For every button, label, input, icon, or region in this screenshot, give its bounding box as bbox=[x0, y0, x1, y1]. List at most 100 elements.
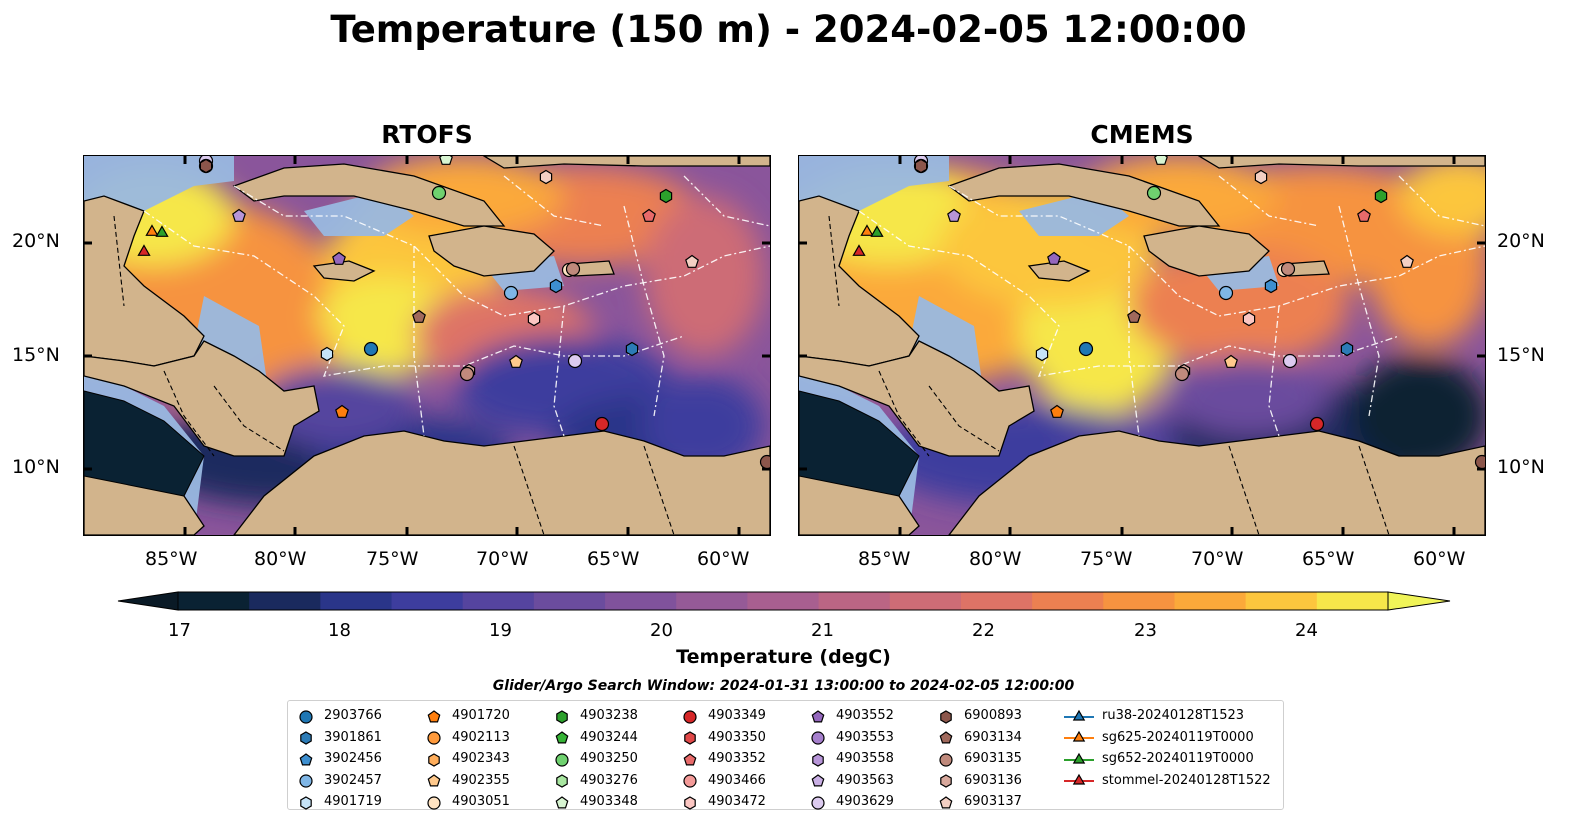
lon-tick-85w-b: 85°W bbox=[858, 548, 911, 570]
circle-marker-icon bbox=[683, 774, 697, 788]
glider-marker bbox=[155, 225, 169, 237]
circle-marker-icon bbox=[811, 731, 825, 745]
argo-float-marker bbox=[685, 254, 699, 268]
country-border bbox=[113, 215, 125, 307]
pentagon-marker-icon bbox=[555, 731, 569, 744]
legend-label: 4902355 bbox=[452, 772, 510, 788]
legend-item: 4903352 bbox=[680, 748, 766, 770]
legend-label: 2903766 bbox=[324, 708, 382, 724]
argo-float-marker bbox=[549, 278, 563, 294]
argo-float-marker bbox=[1035, 346, 1049, 362]
argo-float-marker bbox=[1309, 416, 1325, 432]
hexagon-marker-icon bbox=[428, 753, 440, 767]
legend-column: 4903238 4903244 4903250 4903276 4903348 bbox=[552, 705, 638, 813]
country-border bbox=[928, 385, 1000, 452]
argo-float-marker bbox=[1047, 251, 1061, 265]
argo-float-marker bbox=[625, 341, 639, 357]
pentagon-marker-icon bbox=[811, 710, 825, 723]
shelf-area bbox=[84, 156, 234, 211]
eez-boundary bbox=[1338, 205, 1380, 417]
cmems-map-panel bbox=[798, 155, 1486, 536]
cbar-segment bbox=[462, 592, 535, 610]
cbar-segment bbox=[889, 592, 962, 610]
cbar-segment bbox=[1245, 592, 1318, 610]
legend-item: 4903629 bbox=[808, 791, 894, 813]
legend-item: sg625-20240119T0000 bbox=[1064, 727, 1271, 749]
temperature-colorbar bbox=[117, 591, 1451, 611]
eez-boundary bbox=[503, 175, 605, 227]
argo-float-marker bbox=[431, 185, 447, 201]
legend-item: 4903552 bbox=[808, 705, 894, 727]
legend-column: 4903349 4903350 4903352 4903466 4903472 bbox=[680, 705, 766, 813]
argo-float-marker bbox=[439, 156, 453, 165]
cbar-segment bbox=[960, 592, 1033, 610]
argo-float-marker bbox=[1357, 208, 1371, 222]
rtofs-map-panel bbox=[83, 155, 771, 536]
glider-marker bbox=[137, 244, 151, 256]
legend-column: 4901720 4902113 4902343 4902355 4903051 bbox=[424, 705, 510, 813]
cbar-tick-18: 18 bbox=[328, 620, 351, 641]
land-mass bbox=[233, 430, 770, 535]
land-mass bbox=[84, 340, 320, 457]
lon-tick-75w-a: 75°W bbox=[366, 548, 419, 570]
legend-label: 4903250 bbox=[580, 751, 638, 767]
country-border bbox=[828, 215, 840, 307]
argo-float-marker bbox=[1078, 341, 1094, 357]
cbar-segment bbox=[1032, 592, 1104, 610]
circle-marker-icon bbox=[555, 753, 569, 767]
argo-float-marker bbox=[1127, 309, 1141, 323]
argo-float-marker bbox=[232, 208, 246, 222]
legend-item: stommel-20240128T1522 bbox=[1064, 770, 1271, 792]
argo-float-marker bbox=[459, 366, 475, 382]
cmems-map-title: CMEMS bbox=[1090, 120, 1194, 149]
cbar-segment bbox=[1174, 592, 1247, 610]
legend-label: 6903137 bbox=[964, 794, 1022, 810]
eez-boundary bbox=[683, 175, 770, 227]
legend-label: 4901720 bbox=[452, 708, 510, 724]
legend-item: 4903244 bbox=[552, 727, 638, 749]
glider-marker bbox=[852, 244, 866, 256]
lon-tick-60w-b: 60°W bbox=[1413, 548, 1466, 570]
map-svg bbox=[84, 156, 770, 535]
legend-column: ru38-20240128T1523 sg625-20240119T0000 sg6… bbox=[1064, 705, 1271, 791]
hexagon-marker-icon bbox=[556, 710, 568, 724]
legend-label: 4903276 bbox=[580, 772, 638, 788]
pentagon-marker-icon bbox=[299, 753, 313, 766]
legend-label: 4903558 bbox=[836, 751, 894, 767]
legend-item: 4903349 bbox=[680, 705, 766, 727]
legend-item: 4901719 bbox=[296, 791, 382, 813]
legend-label: 3901861 bbox=[324, 729, 382, 745]
legend-column: 2903766 3901861 3902456 3902457 4901719 bbox=[296, 705, 382, 813]
lon-tick-70w-a: 70°W bbox=[476, 548, 529, 570]
circle-marker-icon bbox=[427, 796, 441, 810]
eez-boundary bbox=[553, 305, 565, 437]
legend-item: 6903134 bbox=[936, 727, 1022, 749]
cbar-extend-high bbox=[1387, 591, 1451, 611]
legend-item: 4903558 bbox=[808, 748, 894, 770]
cbar-segment bbox=[533, 592, 606, 610]
argo-float-marker bbox=[659, 188, 673, 204]
map-svg bbox=[799, 156, 1485, 535]
legend-item: 6903135 bbox=[936, 748, 1022, 770]
cbar-segment bbox=[178, 592, 250, 610]
legend-label: sg625-20240119T0000 bbox=[1102, 729, 1254, 745]
argo-float-marker bbox=[412, 309, 426, 323]
legend-item: 3901861 bbox=[296, 727, 382, 749]
pentagon-marker-icon bbox=[427, 710, 441, 723]
legend-item: 4902343 bbox=[424, 748, 510, 770]
legend-label: 4903238 bbox=[580, 708, 638, 724]
legend-item: 4903348 bbox=[552, 791, 638, 813]
legend-label: 4903051 bbox=[452, 794, 510, 810]
cbar-segment bbox=[391, 592, 464, 610]
legend-item: 3902456 bbox=[296, 748, 382, 770]
argo-float-marker bbox=[363, 341, 379, 357]
circle-marker-icon bbox=[299, 774, 313, 788]
legend-label: 4903552 bbox=[836, 708, 894, 724]
argo-float-marker bbox=[1474, 454, 1485, 470]
float-glider-legend: 2903766 3901861 3902456 3902457 4901719 49017… bbox=[287, 700, 1284, 810]
legend-item: 4903051 bbox=[424, 791, 510, 813]
argo-float-marker bbox=[759, 454, 770, 470]
legend-label: 4902343 bbox=[452, 751, 510, 767]
cbar-segment bbox=[320, 592, 393, 610]
pentagon-marker-icon bbox=[811, 774, 825, 787]
